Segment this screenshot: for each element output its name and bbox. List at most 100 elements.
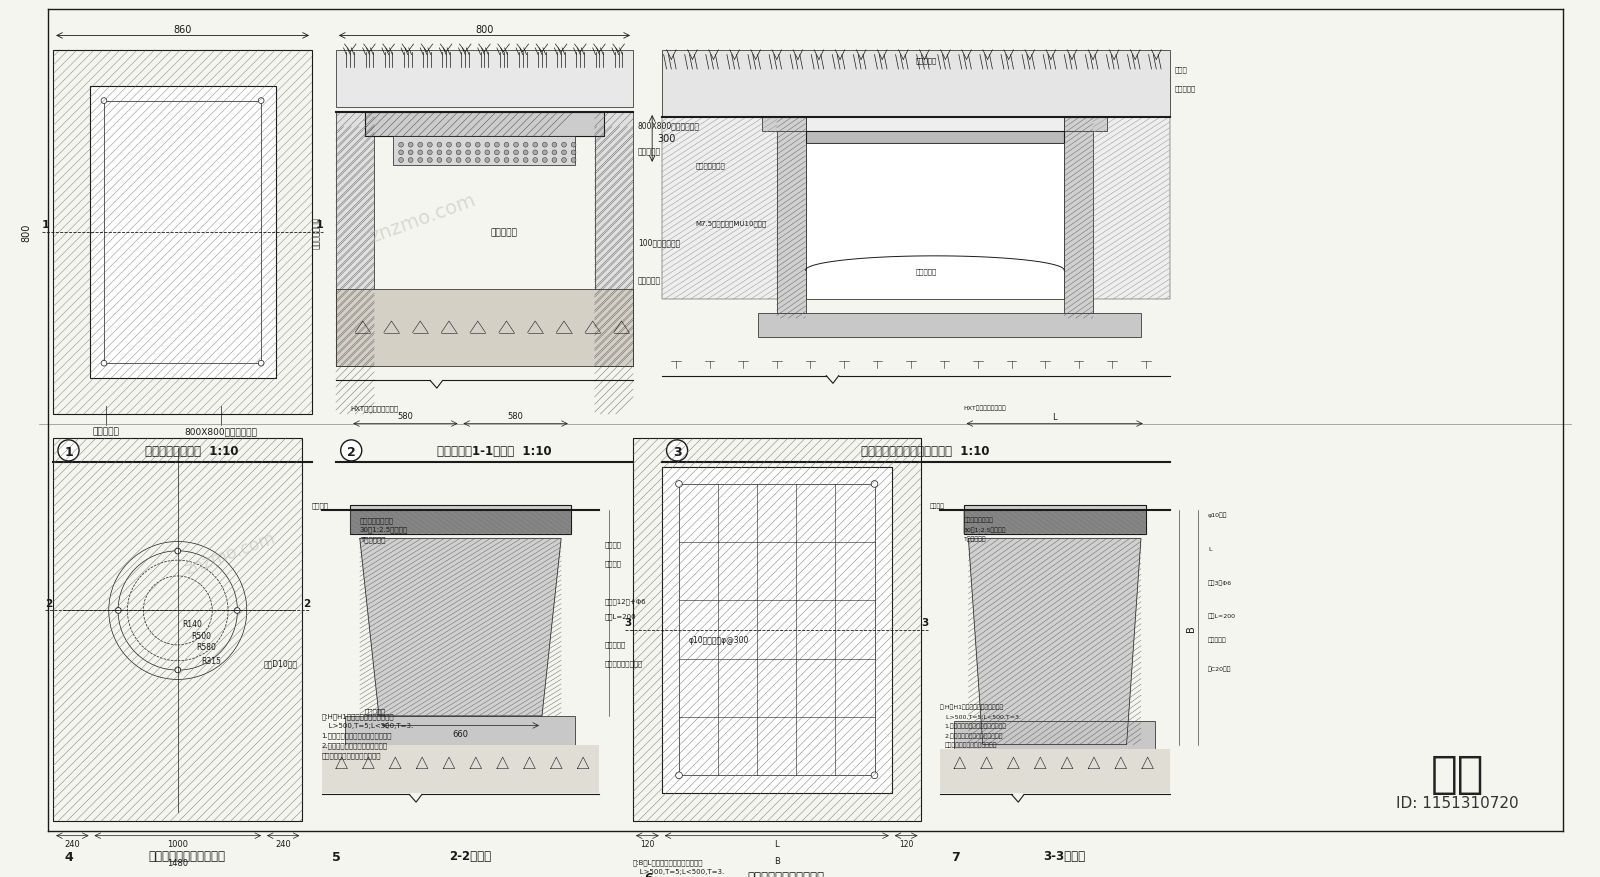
- Circle shape: [398, 159, 403, 163]
- Text: 100厚陶粒滤水层: 100厚陶粒滤水层: [638, 238, 680, 246]
- Text: 3-3剖面图: 3-3剖面图: [1043, 849, 1085, 862]
- Text: 预留D10栓孔: 预留D10栓孔: [264, 659, 298, 668]
- Text: R580: R580: [197, 643, 216, 652]
- Text: R315: R315: [202, 656, 221, 665]
- Text: 地面标准: 地面标准: [605, 560, 621, 567]
- Text: 雨水沟结构: 雨水沟结构: [93, 427, 120, 436]
- Text: 580: 580: [397, 412, 413, 421]
- Text: 折C20布砼: 折C20布砼: [1208, 666, 1232, 671]
- Text: 井见给排水国标图集: 井见给排水国标图集: [605, 660, 643, 667]
- Circle shape: [437, 151, 442, 155]
- Bar: [939, 750, 1170, 793]
- Circle shape: [101, 361, 107, 367]
- Text: 2.砂井盖定形数量见小区管线图。: 2.砂井盖定形数量见小区管线图。: [322, 741, 387, 748]
- Text: 1000: 1000: [168, 839, 189, 848]
- Circle shape: [174, 548, 181, 554]
- Text: 3: 3: [624, 617, 632, 627]
- Text: 3: 3: [922, 617, 930, 627]
- Text: 种植盖（成品）: 种植盖（成品）: [696, 162, 725, 169]
- Circle shape: [475, 151, 480, 155]
- Bar: [963, 505, 1146, 534]
- Text: 2: 2: [304, 598, 310, 608]
- Text: 饰面并见镶嵌平面: 饰面并见镶嵌平面: [360, 517, 394, 523]
- Circle shape: [571, 159, 576, 163]
- Bar: [336, 290, 634, 367]
- Text: 2-2剖面图: 2-2剖面图: [450, 849, 491, 862]
- Text: 种植土: 种植土: [1174, 67, 1187, 73]
- Circle shape: [514, 143, 518, 148]
- Text: φ10钢板水箅φ@300: φ10钢板水箅φ@300: [688, 635, 749, 644]
- Circle shape: [562, 143, 566, 148]
- Bar: [53, 51, 312, 415]
- Text: 5: 5: [333, 851, 341, 863]
- Bar: [662, 467, 891, 793]
- Text: T厚不锈钢板: T厚不锈钢板: [360, 536, 386, 542]
- Bar: [662, 118, 1170, 300]
- Circle shape: [675, 481, 682, 488]
- Polygon shape: [360, 539, 562, 716]
- Text: T厚不锈钢板: T厚不锈钢板: [963, 536, 986, 542]
- Circle shape: [494, 143, 499, 148]
- Circle shape: [552, 151, 557, 155]
- Circle shape: [514, 159, 518, 163]
- Text: 市政砂井盖: 市政砂井盖: [365, 708, 386, 715]
- Bar: [90, 87, 275, 378]
- Text: 580: 580: [507, 412, 523, 421]
- Text: L>500,T=5;L<500,T=3.: L>500,T=5;L<500,T=3.: [939, 714, 1021, 718]
- Circle shape: [446, 151, 451, 155]
- Text: 240: 240: [64, 839, 80, 848]
- Circle shape: [552, 159, 557, 163]
- Circle shape: [485, 159, 490, 163]
- Circle shape: [456, 159, 461, 163]
- Bar: [365, 113, 605, 137]
- Text: （单图林管线图据由平方提供）: （单图林管线图据由平方提供）: [322, 751, 381, 758]
- Bar: [322, 745, 600, 793]
- Circle shape: [542, 151, 547, 155]
- Circle shape: [258, 361, 264, 367]
- Circle shape: [571, 151, 576, 155]
- Circle shape: [456, 143, 461, 148]
- Circle shape: [408, 151, 413, 155]
- Text: 4: 4: [64, 851, 74, 863]
- Text: L: L: [774, 839, 779, 848]
- Bar: [805, 132, 1064, 144]
- Bar: [346, 716, 576, 745]
- Text: 2: 2: [45, 598, 51, 608]
- Text: znzmo.com: znzmo.com: [182, 529, 278, 578]
- Text: 绿地雨水井1-1剖面图  1:10: 绿地雨水井1-1剖面图 1:10: [437, 445, 552, 458]
- Circle shape: [258, 98, 264, 104]
- Bar: [1064, 118, 1093, 318]
- Text: 120: 120: [899, 839, 914, 848]
- Text: L>500,T=5;L<500,T=3.: L>500,T=5;L<500,T=3.: [322, 723, 413, 729]
- Bar: [634, 438, 920, 822]
- Text: （单图林管线图据由平方提供）: （单图林管线图据由平方提供）: [944, 742, 997, 747]
- Text: 周围地材料: 周围地材料: [1174, 86, 1195, 92]
- Text: 按实量尺寸: 按实量尺寸: [915, 267, 938, 275]
- Circle shape: [475, 143, 480, 148]
- Circle shape: [341, 440, 362, 461]
- Bar: [776, 118, 805, 318]
- Circle shape: [466, 151, 470, 155]
- Text: 2: 2: [347, 446, 355, 459]
- Text: 车行道检查井井盖平面图: 车行道检查井井盖平面图: [149, 849, 226, 862]
- Circle shape: [504, 151, 509, 155]
- Text: 知末: 知末: [1430, 752, 1483, 795]
- Text: 7: 7: [950, 851, 960, 863]
- Bar: [757, 314, 1141, 338]
- Circle shape: [456, 151, 461, 155]
- Text: 注:H、H1值根据基础面材料厚度定: 注:H、H1值根据基础面材料厚度定: [322, 713, 394, 719]
- Circle shape: [475, 159, 480, 163]
- Text: HXT厚不锈钢龟背钢板: HXT厚不锈钢龟背钢板: [350, 404, 398, 411]
- Circle shape: [533, 151, 538, 155]
- Bar: [805, 144, 1064, 300]
- Text: 等分3号Φ6: 等分3号Φ6: [1208, 579, 1232, 585]
- Bar: [595, 113, 634, 367]
- Circle shape: [542, 159, 547, 163]
- Circle shape: [870, 481, 878, 488]
- Text: 人行道检查井井盖平面图: 人行道检查井井盖平面图: [747, 870, 826, 877]
- Circle shape: [675, 772, 682, 779]
- Text: 按实际尺寸: 按实际尺寸: [490, 228, 517, 237]
- Text: 30厚1:2.5水泥砂浆: 30厚1:2.5水泥砂浆: [963, 526, 1006, 532]
- Circle shape: [485, 151, 490, 155]
- Circle shape: [562, 159, 566, 163]
